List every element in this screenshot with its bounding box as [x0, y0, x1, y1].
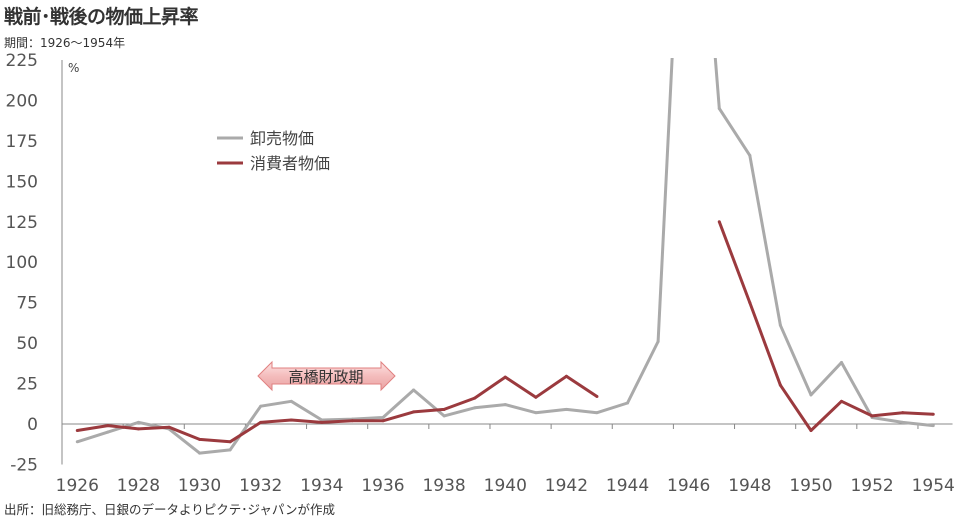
data-point — [656, 339, 660, 343]
data-point — [320, 418, 324, 422]
x-tick-label: 1954 — [912, 476, 955, 496]
data-point — [320, 420, 324, 424]
legend-label: 卸売物価 — [250, 129, 314, 148]
chart-title: 戦前･戦後の物価上昇率 — [4, 6, 199, 28]
data-point — [717, 106, 721, 110]
data-point — [503, 403, 507, 407]
data-point — [778, 323, 782, 327]
y-tick-label: 75 — [16, 294, 38, 314]
x-tick-label: 1950 — [789, 476, 832, 496]
data-point — [106, 424, 110, 428]
data-point — [901, 411, 905, 415]
x-tick-label: 1938 — [422, 476, 465, 496]
x-tick-label: 1948 — [728, 476, 771, 496]
data-point — [442, 414, 446, 418]
y-tick-label: 225 — [6, 51, 38, 71]
data-point — [381, 419, 385, 423]
data-point — [564, 374, 568, 378]
y-tick-label: 50 — [16, 334, 38, 354]
data-point — [595, 394, 599, 398]
axes — [61, 59, 953, 465]
series-line-consumer — [77, 221, 934, 444]
x-tick-label: 1928 — [117, 476, 160, 496]
data-point — [136, 427, 140, 431]
y-tick-label: -25 — [10, 455, 38, 475]
x-tick-labels: 1926 1928 1930 1932 1934 1936 1938 1940 1942 1944… — [56, 476, 955, 496]
data-point — [289, 399, 293, 403]
data-point — [167, 425, 171, 429]
data-point — [228, 448, 232, 452]
data-point — [503, 375, 507, 379]
data-point — [931, 424, 935, 428]
data-point — [748, 301, 752, 305]
series-line-wholesale — [76, 58, 934, 455]
x-tick-label: 1936 — [361, 476, 404, 496]
annotation-label: 高橋財政期 — [288, 368, 363, 386]
x-tick-label: 1952 — [850, 476, 893, 496]
data-point — [412, 388, 416, 392]
data-point — [106, 430, 110, 434]
x-tick-label: 1934 — [300, 476, 343, 496]
legend-label: 消費者物価 — [250, 154, 330, 173]
data-point — [534, 395, 538, 399]
chart-subtitle: 期間：1926～1954年 — [4, 36, 126, 50]
x-tick-label: 1932 — [239, 476, 282, 496]
y-axis-unit: % — [68, 61, 79, 75]
y-tick-label: 175 — [6, 132, 38, 152]
y-tick-label: 150 — [6, 172, 38, 192]
data-point — [442, 407, 446, 411]
x-tick-label: 1940 — [484, 476, 527, 496]
data-point — [136, 420, 140, 424]
data-point — [717, 220, 721, 224]
y-tick-label: 100 — [6, 253, 38, 273]
data-point — [289, 418, 293, 422]
data-point — [381, 416, 385, 420]
annotation-arrow: 高橋財政期 — [257, 360, 396, 392]
data-point — [626, 401, 630, 405]
y-tick-label: 25 — [16, 375, 38, 395]
data-point — [198, 437, 202, 441]
data-point — [350, 419, 354, 423]
data-point — [259, 404, 263, 408]
x-tick-label: 1944 — [606, 476, 649, 496]
data-point — [473, 406, 477, 410]
y-tick-label: 200 — [6, 91, 38, 111]
data-point — [75, 428, 79, 432]
data-point — [534, 411, 538, 415]
data-point — [748, 153, 752, 157]
data-point — [595, 411, 599, 415]
series-lines — [75, 58, 935, 455]
x-tick-label: 1930 — [178, 476, 221, 496]
y-tick-label: 125 — [6, 213, 38, 233]
data-point — [931, 412, 935, 416]
data-point — [259, 420, 263, 424]
data-point — [809, 428, 813, 432]
y-tick-label: 0 — [27, 415, 38, 435]
data-point — [778, 383, 782, 387]
data-point — [840, 361, 844, 365]
data-point — [809, 393, 813, 397]
data-point — [564, 407, 568, 411]
data-point — [870, 414, 874, 418]
x-tick-label: 1926 — [56, 476, 99, 496]
data-point — [840, 399, 844, 403]
x-tick-label: 1946 — [667, 476, 710, 496]
source-note: 出所：旧総務庁、日銀のデータよりピクテ･ジャパンが作成 — [4, 502, 336, 517]
data-point — [228, 440, 232, 444]
data-point — [198, 451, 202, 455]
data-point — [901, 420, 905, 424]
data-point — [75, 440, 79, 444]
y-tick-labels: 225 200 175 150 125 100 75 50 25 0 -25 — [6, 51, 38, 476]
data-point — [412, 410, 416, 414]
data-point — [473, 396, 477, 400]
x-tick-label: 1942 — [545, 476, 588, 496]
